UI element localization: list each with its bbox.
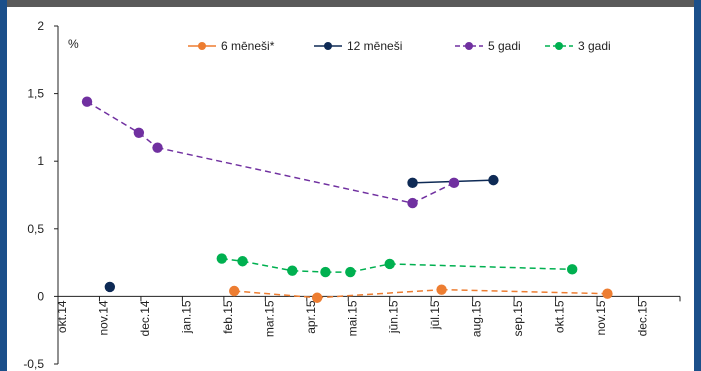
y-tick-label: 2 [37,19,44,33]
data-point [152,142,163,153]
x-tick-label: dec.15 [636,300,650,336]
legend: 6 mēneši* 12 mēneši 5 gadi 3 gadi [188,39,611,53]
legend-label: 3 gadi [578,39,611,53]
data-point [488,174,499,186]
series-line-segment [441,288,608,295]
y-ticks: -0,5 0 0,5 1 1,5 2 [23,19,58,371]
y-tick-label: 0 [37,289,44,303]
series-line-segment [412,182,455,204]
series-3 [81,96,460,209]
data-point [81,96,93,107]
y-tick-label: -0,5 [23,357,44,371]
legend-marker [465,42,473,50]
legend-label: 6 mēneši* [221,39,275,53]
x-tick-label: jūl.15 [428,300,442,330]
series-line-segment [86,101,140,134]
data-point [448,177,460,189]
legend-label: 12 mēneši [347,39,402,53]
series-line-segment [157,146,413,204]
x-tick-label: jūn.15 [387,300,401,334]
data-point [407,197,418,209]
series-2 [104,174,499,293]
x-ticks: okt.14 nov.14 dec.14 jan.15 feb.15 mar.15 apr.… [55,296,681,337]
data-point [384,258,395,270]
legend-marker [324,42,332,50]
series-line-segment [242,260,293,272]
data-point [287,265,298,276]
data-point [566,264,578,275]
series-1 [229,284,613,303]
x-tick-label: sep.15 [511,300,525,336]
x-tick-label: nov.14 [96,300,110,335]
x-tick-label: mar.15 [262,300,276,337]
x-tick-label: okt.14 [55,300,69,333]
data-point [602,288,613,299]
data-point [436,284,447,295]
axes [57,26,680,364]
data-point [237,256,248,267]
series-line-segment [317,288,442,299]
left-border [0,0,7,371]
series-line-segment [350,263,390,273]
y-tick-label: 1,5 [27,87,44,101]
y-tick-label: 0,5 [27,222,44,236]
series-4 [216,253,578,278]
data-point [407,177,418,189]
data-point [311,292,323,303]
top-border [0,0,701,7]
series-line-segment [234,290,318,299]
x-tick-label: okt.15 [553,300,567,333]
series-group [81,96,613,303]
x-tick-label: jan.15 [179,300,193,334]
x-tick-label: nov.15 [594,300,608,335]
x-tick-label: apr.15 [304,300,318,334]
x-tick-label: dec.14 [138,300,152,336]
series-line-segment [389,263,573,271]
x-tick-label: feb.15 [221,300,235,334]
data-point [216,253,227,264]
legend-label: 5 gadi [488,39,521,53]
data-point [320,266,331,278]
legend-marker [555,42,563,50]
x-tick-label: mai.15 [345,300,359,336]
x-tick-label: aug.15 [470,300,484,337]
data-point [104,281,116,293]
data-point [133,127,145,139]
series-line-segment [292,269,326,273]
data-point [229,285,240,297]
data-point [345,266,356,278]
y-tick-label: 1 [37,154,44,168]
legend-marker [198,42,206,50]
y-axis-unit-label: % [68,37,79,51]
right-border [694,0,701,371]
